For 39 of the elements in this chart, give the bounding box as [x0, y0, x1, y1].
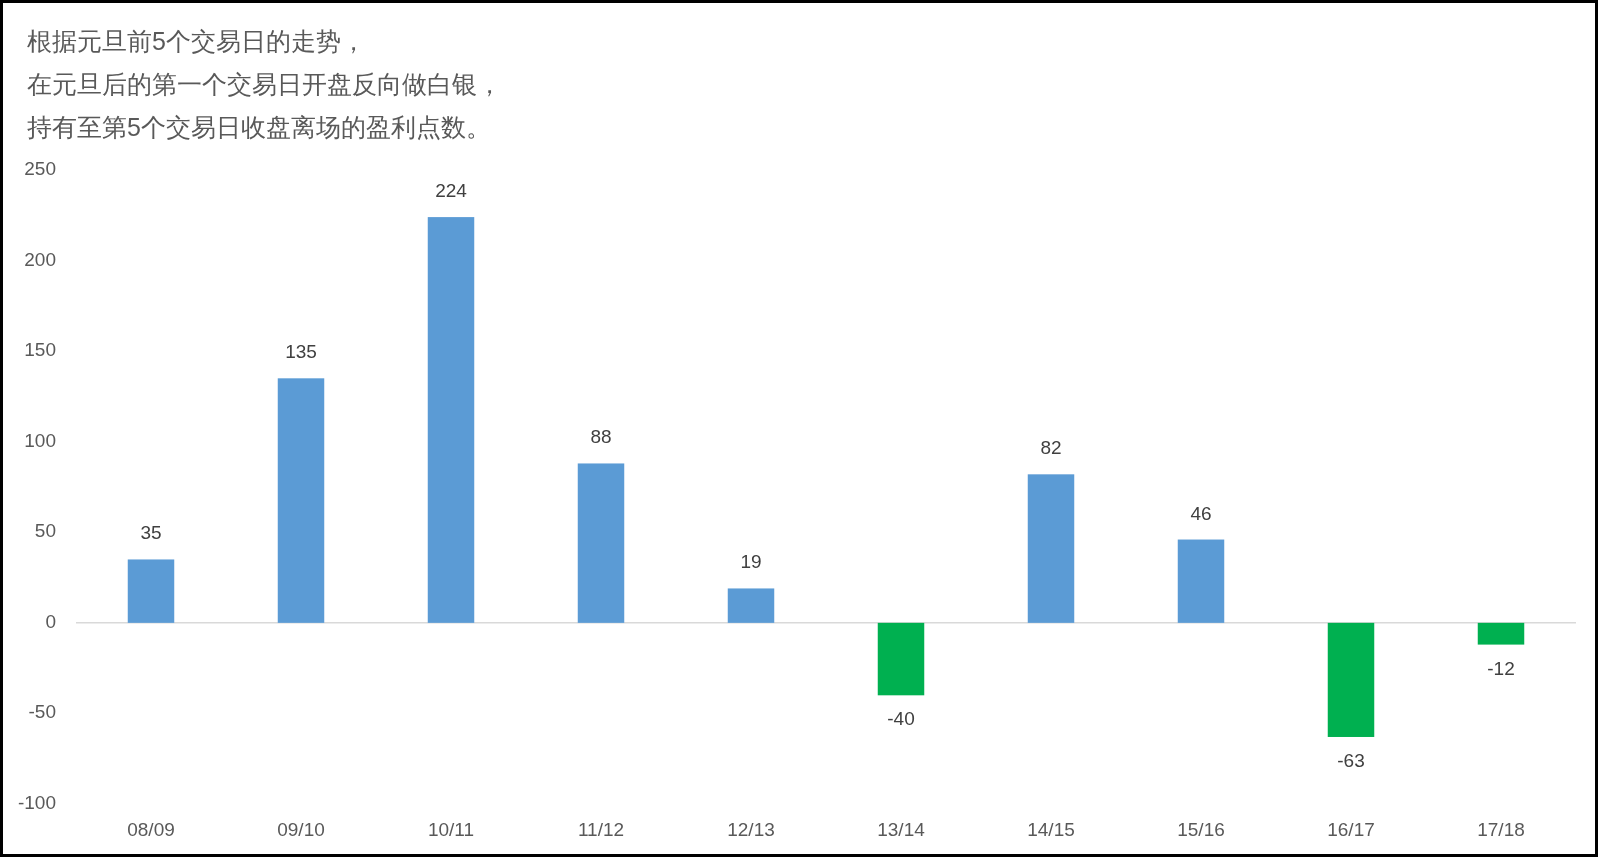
y-tick-label: 50 — [34, 520, 56, 542]
data-label: 82 — [1040, 437, 1062, 459]
y-tick-label: -100 — [17, 792, 56, 814]
y-tick-label: 200 — [24, 248, 56, 270]
y-tick-label: 150 — [24, 339, 56, 361]
x-tick-label: 16/17 — [1327, 819, 1375, 841]
x-tick-label: 15/16 — [1177, 819, 1225, 841]
data-label: 19 — [740, 551, 762, 573]
data-label: -63 — [1337, 749, 1365, 771]
data-label: 35 — [140, 522, 162, 544]
x-tick-label: 13/14 — [877, 819, 926, 841]
data-label: 224 — [435, 180, 468, 202]
data-label: -40 — [887, 708, 915, 730]
data-label: 88 — [590, 426, 612, 448]
x-tick-label: 17/18 — [1477, 819, 1525, 841]
bar — [127, 559, 175, 623]
bar — [1477, 622, 1525, 645]
data-label: 135 — [285, 341, 317, 363]
bar — [1177, 539, 1225, 623]
bar — [277, 378, 325, 623]
y-tick-label: -50 — [28, 701, 56, 723]
x-tick-label: 11/12 — [577, 819, 625, 841]
bar — [1027, 474, 1075, 623]
bar — [877, 622, 925, 696]
x-tick-label: 09/10 — [277, 819, 325, 841]
y-tick-label: 0 — [45, 610, 56, 632]
y-tick-label: 100 — [24, 429, 56, 451]
data-label: 46 — [1190, 502, 1212, 524]
bar — [577, 463, 625, 623]
x-tick-label: 12/13 — [727, 819, 775, 841]
x-tick-label: 14/15 — [1027, 819, 1075, 841]
bar — [1327, 622, 1375, 737]
x-tick-label: 10/11 — [427, 819, 475, 841]
bar — [427, 217, 475, 623]
x-tick-label: 08/09 — [127, 819, 175, 841]
y-tick-label: 250 — [24, 158, 56, 180]
title: 根据元旦前5个交易日的走势，在元旦后的第一个交易日开盘反向做白银，持有至第5个交易日收盘离场的盈利点数。 — [27, 26, 502, 141]
data-label: -12 — [1487, 657, 1515, 679]
bar — [727, 588, 775, 623]
